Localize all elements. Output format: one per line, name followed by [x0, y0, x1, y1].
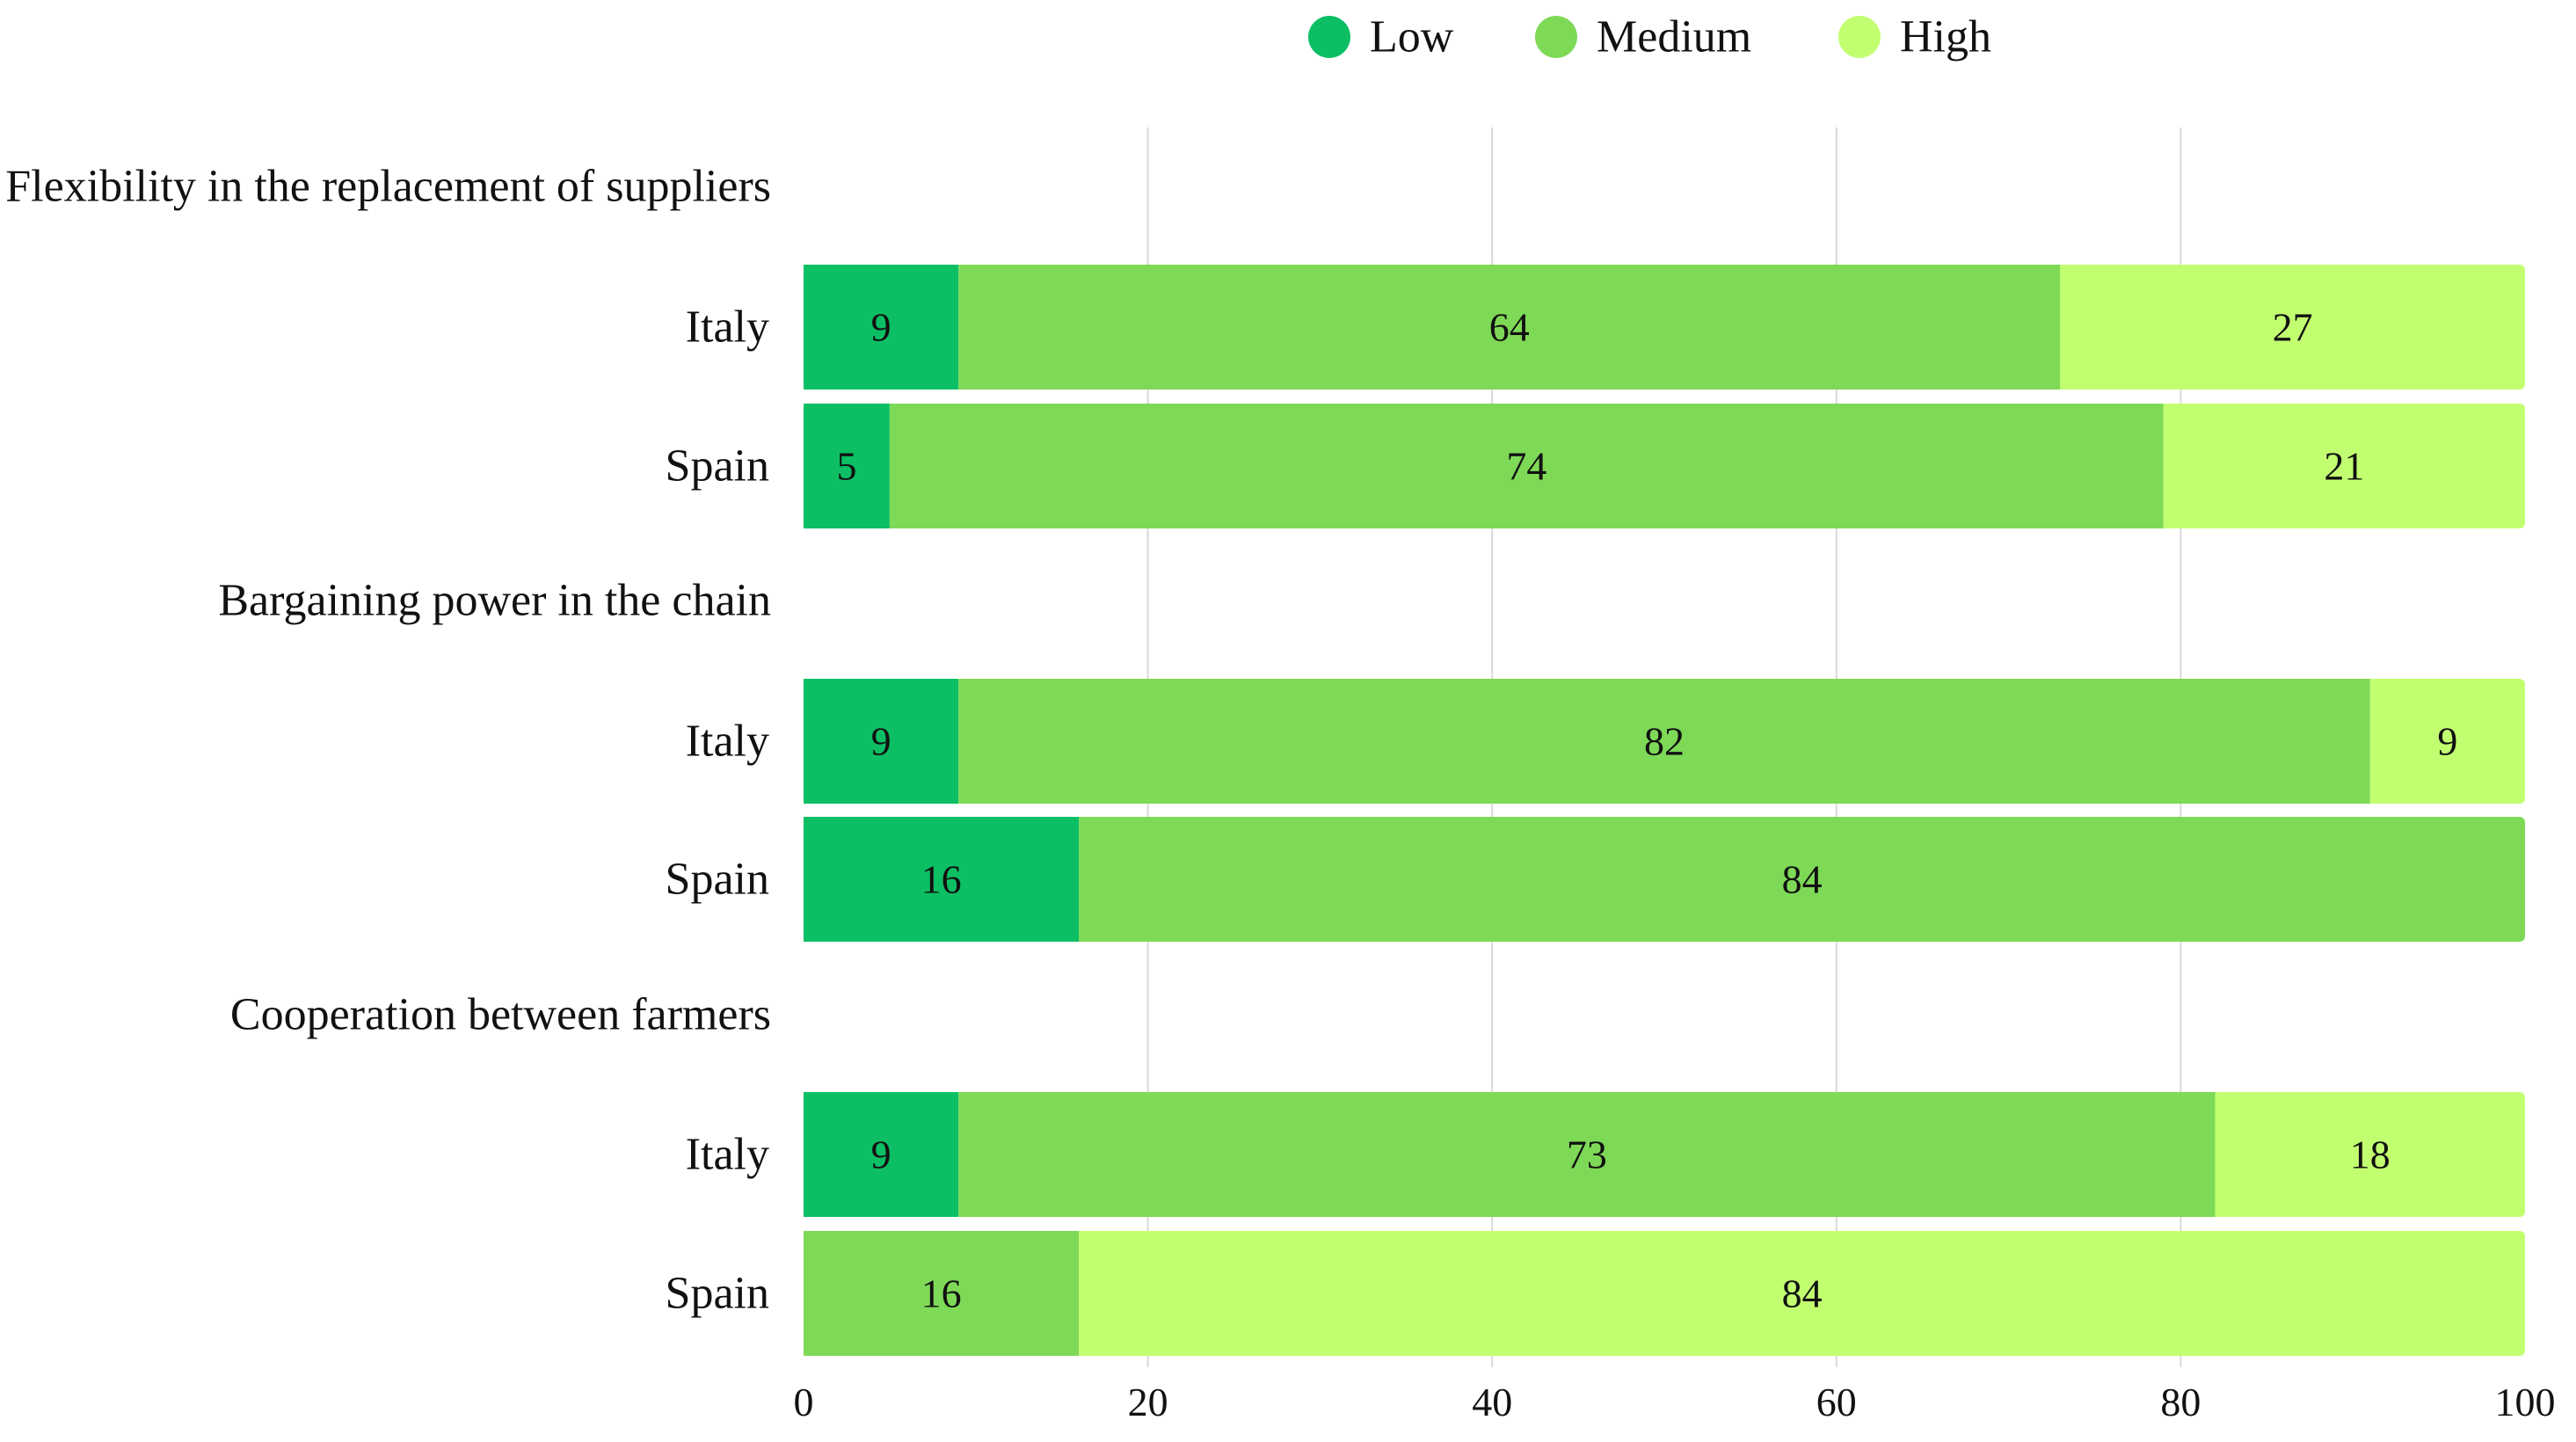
x-tick-label-40: 40: [1472, 1380, 1512, 1424]
bar-3-italy-medium: [958, 1092, 2216, 1217]
bar-1-italy-high-join: [2060, 265, 2071, 390]
legend: Low Medium High: [1308, 12, 1991, 62]
bar-1-italy-high: [2060, 265, 2525, 390]
bar-1-spain-medium-value: 74: [1506, 444, 1546, 489]
row-label-1-spain: Spain: [666, 441, 769, 492]
bar-1-italy-low-value: 9: [871, 305, 891, 350]
bar-3-spain-medium: [804, 1231, 1080, 1356]
x-tick-label-0: 0: [794, 1380, 814, 1424]
x-tick-label-100: 100: [2495, 1380, 2556, 1424]
bar-2-italy-medium: [958, 679, 2370, 804]
bar-3-italy-low: [804, 1092, 959, 1217]
bar-2-italy-medium-value: 82: [1644, 719, 1685, 764]
group-label-3: Cooperation between farmers: [230, 990, 771, 1040]
x-tick-label-20: 20: [1128, 1380, 1168, 1424]
bar-1-spain-medium: [889, 404, 2164, 528]
legend-high-marker: [1838, 16, 1881, 58]
bar-3-spain-medium-value: 16: [921, 1271, 962, 1316]
bar-3-spain-high-join: [1079, 1231, 1090, 1356]
legend-low-label: Low: [1370, 12, 1454, 62]
row-label-2-italy: Italy: [686, 717, 769, 767]
bar-2-italy-high-value: 9: [2437, 719, 2457, 764]
x-tick-label-60: 60: [1816, 1380, 1857, 1424]
bar-2-spain-medium: [1079, 817, 2525, 942]
legend-low-marker: [1308, 16, 1350, 58]
bar-1-spain-high-join: [2163, 404, 2174, 528]
bar-2-italy-low-value: 9: [871, 719, 891, 764]
bar-1-italy-low: [804, 265, 959, 390]
bar-2-spain-medium-join: [1079, 817, 1090, 942]
bar-1-spain-high-value: 21: [2324, 444, 2364, 489]
bar-layer: [804, 265, 2525, 1356]
bar-3-spain-high-value: 84: [1782, 1271, 1823, 1316]
row-label-2-spain: Spain: [666, 855, 769, 905]
bar-3-italy-medium-value: 73: [1567, 1132, 1607, 1177]
bar-1-spain-low-value: 5: [836, 444, 856, 489]
legend-high-label: High: [1900, 12, 1991, 62]
legend-medium-marker: [1535, 16, 1577, 58]
bar-3-spain-high: [1079, 1231, 2525, 1356]
bar-3-italy-high-value: 18: [2350, 1132, 2390, 1177]
bar-1-italy-medium: [958, 265, 2061, 390]
group-label-1: Flexibility in the replacement of suppli…: [5, 162, 771, 212]
x-axis: 0 20 40 60 80 100: [794, 1380, 2556, 1424]
row-label-1-italy: Italy: [686, 302, 769, 353]
row-label-3-italy: Italy: [686, 1130, 769, 1180]
bar-1-spain-low: [804, 404, 890, 528]
legend-medium-label: Medium: [1597, 12, 1751, 62]
bar-2-italy-high-join: [2369, 679, 2381, 804]
bar-2-italy-low: [804, 679, 959, 804]
bar-1-italy-medium-value: 64: [1489, 305, 1530, 350]
x-tick-label-80: 80: [2160, 1380, 2201, 1424]
bar-1-spain-high: [2163, 404, 2525, 528]
group-label-2: Bargaining power in the chain: [218, 576, 771, 626]
row-label-3-spain: Spain: [666, 1269, 769, 1319]
bar-3-italy-low-value: 9: [871, 1132, 891, 1177]
bar-3-italy-high: [2215, 1092, 2525, 1217]
bar-2-italy-high: [2369, 679, 2525, 804]
bar-1-italy-high-value: 27: [2273, 305, 2313, 350]
label-layer: Flexibility in the replacement of suppli…: [5, 162, 2457, 1319]
bar-3-italy-high-join: [2215, 1092, 2226, 1217]
bar-2-spain-low: [804, 817, 1080, 942]
bar-2-spain-low-value: 16: [921, 857, 962, 902]
bar-2-spain-medium-value: 84: [1782, 857, 1823, 902]
